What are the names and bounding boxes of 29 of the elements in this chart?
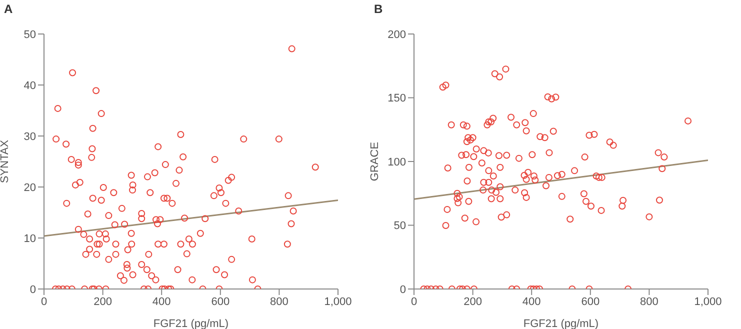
chart-title: A [4,2,13,16]
x-tick-label: 800 [640,296,658,308]
x-tick-label: 1,000 [324,296,352,308]
y-tick-label: 10 [24,232,36,245]
x-tick-label: 0 [40,296,48,308]
y-tick-label: 0 [400,284,406,296]
y-tick-label: 100 [388,156,406,168]
x-tick-label: 400 [152,296,171,308]
x-tick-label: 0 [410,296,418,308]
x-axis-title: FGF21 (pg/mL) [523,318,599,329]
y-tick-label: 30 [24,130,36,143]
x-tick-label: 200 [464,296,482,308]
x-tick-label: 200 [94,296,112,308]
y-tick-label: 50 [394,220,406,232]
y-tick-label: 50 [24,28,36,41]
y-tick-label: 40 [24,80,36,92]
x-tick-label: 400 [522,296,541,308]
x-tick-label: 1,000 [694,296,722,308]
y-tick-label: 20 [24,182,36,194]
x-axis-title: FGF21 (pg/mL) [153,318,229,329]
y-axis-title: SYNTAX [0,139,11,184]
y-axis-title: GRACE [368,142,381,182]
y-tick-label: 200 [388,28,406,41]
x-tick-label: 800 [270,296,288,308]
y-tick-label: 0 [30,284,36,296]
x-tick-label: 600 [211,296,230,308]
x-tick-label: 600 [581,296,600,308]
chart-title: B [374,2,383,16]
y-tick-label: 150 [388,92,406,105]
